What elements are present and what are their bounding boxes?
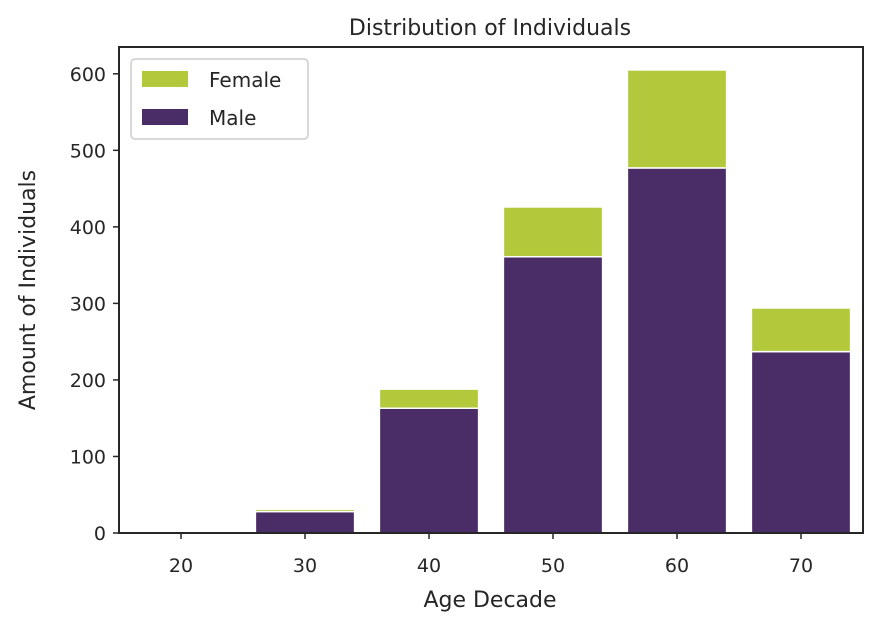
x-tick-label: 20 — [169, 555, 193, 577]
y-tick-label: 100 — [70, 446, 106, 468]
y-tick-label: 0 — [94, 523, 106, 545]
y-tick-label: 500 — [70, 140, 106, 162]
legend-label-male: Male — [209, 106, 256, 130]
y-tick-label: 300 — [70, 293, 106, 315]
x-tick-label: 30 — [293, 555, 317, 577]
bar-male-40 — [378, 407, 480, 534]
plot-frame — [118, 46, 864, 534]
bar-male-60 — [626, 167, 728, 534]
bar-female-40 — [378, 388, 480, 409]
bar-male-50 — [502, 255, 604, 534]
y-axis-label: Amount of Individuals — [16, 170, 41, 410]
bar-female-70 — [750, 307, 852, 353]
y-tick-label: 200 — [70, 370, 106, 392]
bar-female-30 — [254, 508, 356, 513]
y-tick-label: 600 — [70, 64, 106, 86]
bar-male-30 — [254, 510, 356, 534]
bar-male-70 — [750, 350, 852, 534]
y-tick-label: 400 — [70, 217, 106, 239]
bars-group — [254, 69, 852, 534]
legend-label-female: Female — [209, 68, 281, 92]
chart-title: Distribution of Individuals — [349, 16, 631, 41]
x-axis-label: Age Decade — [423, 588, 556, 613]
bar-female-50 — [502, 206, 604, 258]
x-ticks: 20 30 40 50 60 70 — [169, 533, 813, 577]
bar-female-60 — [626, 69, 728, 169]
x-tick-label: 60 — [665, 555, 689, 577]
x-tick-label: 70 — [789, 555, 813, 577]
y-ticks: 0 100 200 300 400 500 600 — [70, 64, 119, 545]
legend: Female Male — [130, 58, 309, 140]
legend-swatch-male — [142, 109, 188, 125]
x-tick-label: 40 — [417, 555, 441, 577]
x-tick-label: 50 — [541, 555, 565, 577]
legend-swatch-female — [142, 71, 188, 87]
